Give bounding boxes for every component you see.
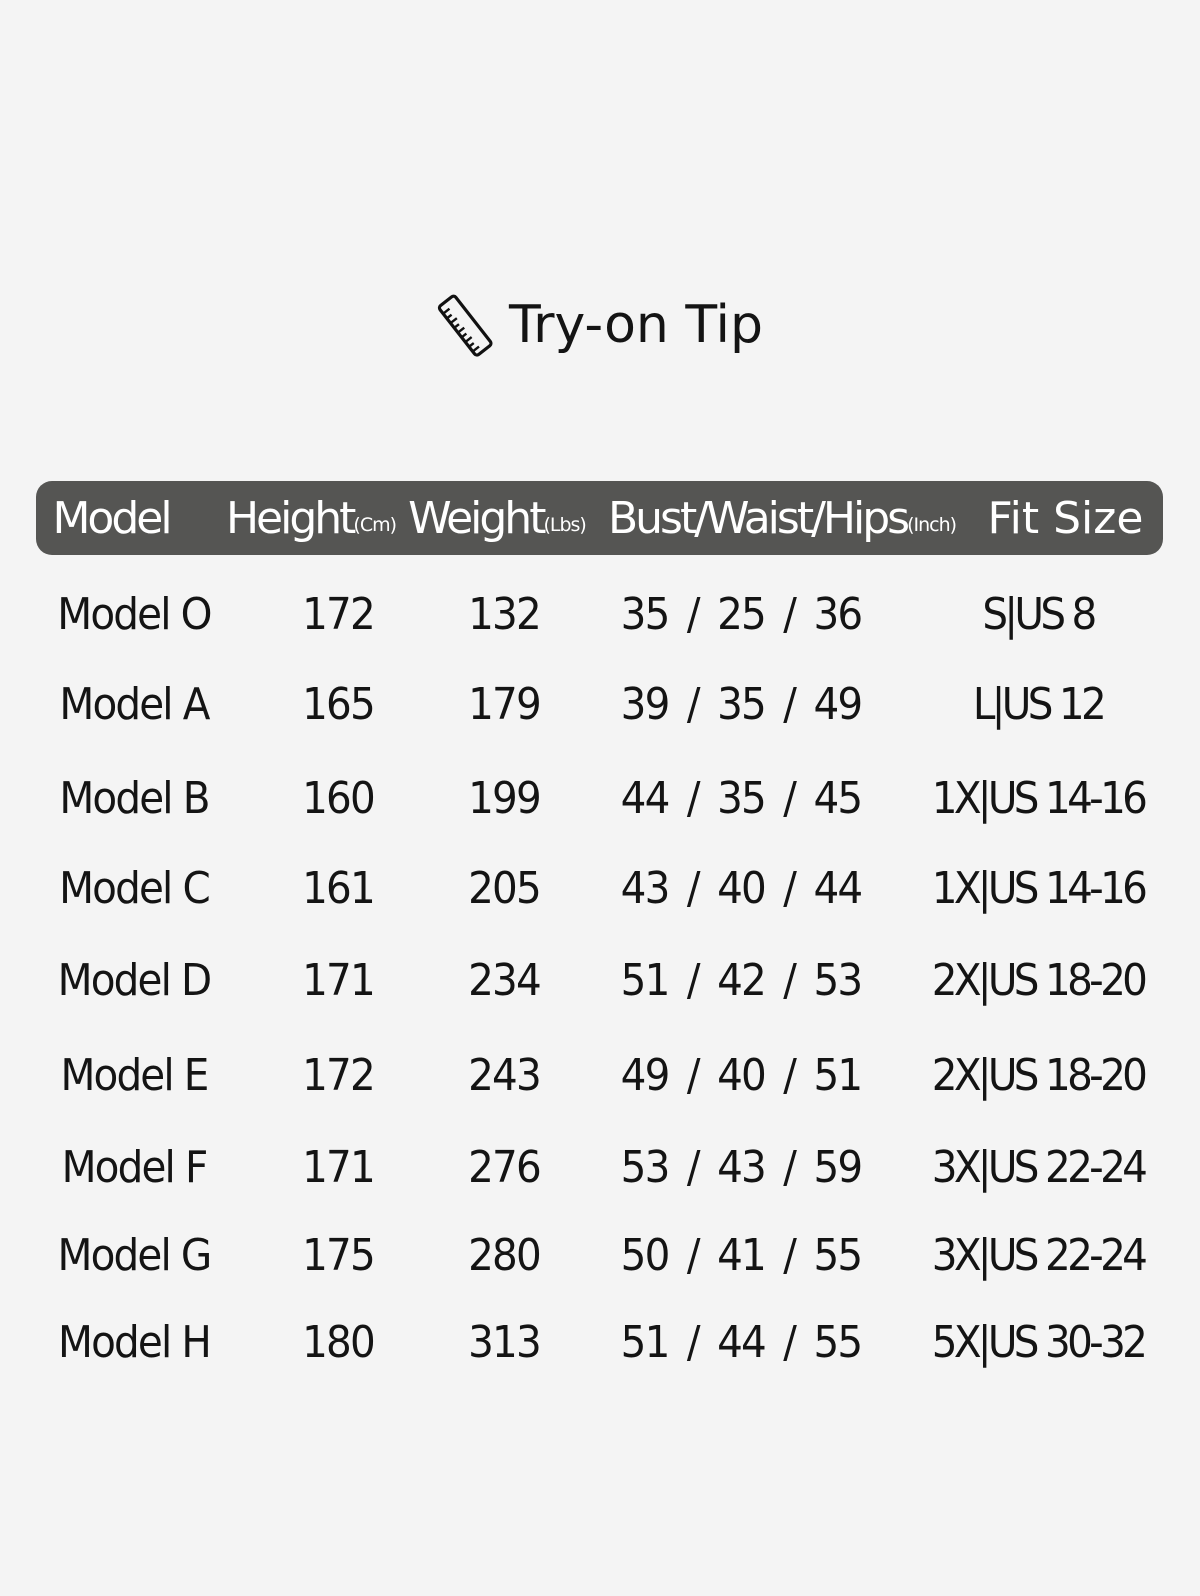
cell-measure: 43 / 40 / 44 [620,862,863,914]
cell-measure: 35 / 25 / 36 [620,588,863,640]
cell-fit: L|US 12 [972,678,1107,730]
cell-height: 180 [302,1316,376,1368]
cell-weight: 132 [468,588,542,640]
header-fit-label: Fit Size [987,492,1144,544]
cell-fit: 1X|US 14-16 [931,772,1148,824]
cell-height: 160 [302,772,376,824]
cell-model: Model E [60,1049,209,1101]
cell-fit: 2X|US 18-20 [931,1049,1148,1101]
cell-measure: 39 / 35 / 49 [620,678,863,730]
cell-height: 171 [302,1141,376,1193]
cell-weight: 179 [468,678,542,730]
cell-fit: 3X|US 22-24 [931,1229,1148,1281]
cell-measure: 51 / 44 / 55 [620,1316,863,1368]
cell-model: Model O [57,588,212,640]
table-row: Model F 171 276 53 / 43 / 59 3X|US 22-24 [0,1137,1200,1197]
header-weight-unit: (Lbs) [543,514,586,536]
cell-model: Model C [59,862,211,914]
table-row: Model H 180 313 51 / 44 / 55 5X|US 30-32 [0,1312,1200,1372]
table-row: Model D 171 234 51 / 42 / 53 2X|US 18-20 [0,950,1200,1010]
cell-height: 171 [302,954,376,1006]
cell-weight: 234 [468,954,542,1006]
cell-weight: 205 [468,862,542,914]
cell-measure: 50 / 41 / 55 [620,1229,863,1281]
header-model: Model [36,481,186,555]
header-measure-unit: (Inch) [907,514,957,536]
header-measure: Bust/Waist/Hips (Inch) [602,481,962,555]
cell-weight: 313 [468,1316,542,1368]
cell-fit: 1X|US 14-16 [931,862,1148,914]
cell-fit: 2X|US 18-20 [931,954,1148,1006]
header-measure-label: Bust/Waist/Hips [607,492,910,544]
cell-measure: 44 / 35 / 45 [620,772,863,824]
cell-fit: 5X|US 30-32 [931,1316,1148,1368]
table-row: Model O 172 132 35 / 25 / 36 S|US 8 [0,584,1200,644]
header-height: Height (Cm) [225,481,397,555]
cell-weight: 199 [468,772,542,824]
cell-measure: 51 / 42 / 53 [620,954,863,1006]
cell-weight: 280 [468,1229,542,1281]
page-title: Try-on Tip [0,290,1200,360]
header-height-unit: (Cm) [353,514,397,536]
cell-measure: 53 / 43 / 59 [620,1141,863,1193]
cell-height: 172 [302,1049,376,1101]
cell-model: Model D [57,954,213,1006]
title-text: Try-on Tip [508,295,763,355]
header-fit: Fit Size [978,481,1153,555]
cell-model: Model A [59,678,210,730]
header-model-label: Model [52,492,172,544]
cell-model: Model F [61,1141,209,1193]
cell-model: Model H [58,1316,212,1368]
ruler-icon [437,294,493,357]
cell-measure: 49 / 40 / 51 [620,1049,863,1101]
header-weight-label: Weight [408,492,546,544]
table-row: Model G 175 280 50 / 41 / 55 3X|US 22-24 [0,1225,1200,1285]
cell-model: Model G [57,1229,213,1281]
cell-height: 165 [302,678,376,730]
table-row: Model B 160 199 44 / 35 / 45 1X|US 14-16 [0,768,1200,828]
cell-height: 175 [302,1229,376,1281]
header-weight: Weight (Lbs) [408,481,587,555]
cell-height: 172 [302,588,376,640]
cell-fit: 3X|US 22-24 [931,1141,1148,1193]
cell-fit: S|US 8 [982,588,1097,640]
cell-weight: 276 [468,1141,542,1193]
cell-weight: 243 [468,1049,542,1101]
cell-height: 161 [302,862,376,914]
header-height-label: Height [225,492,356,544]
table-header: Model Height (Cm) Weight (Lbs) Bust/Waist/… [36,481,1163,555]
table-row: Model A 165 179 39 / 35 / 49 L|US 12 [0,674,1200,734]
cell-model: Model B [59,772,210,824]
table-row: Model C 161 205 43 / 40 / 44 1X|US 14-16 [0,858,1200,918]
table-row: Model E 172 243 49 / 40 / 51 2X|US 18-20 [0,1045,1200,1105]
